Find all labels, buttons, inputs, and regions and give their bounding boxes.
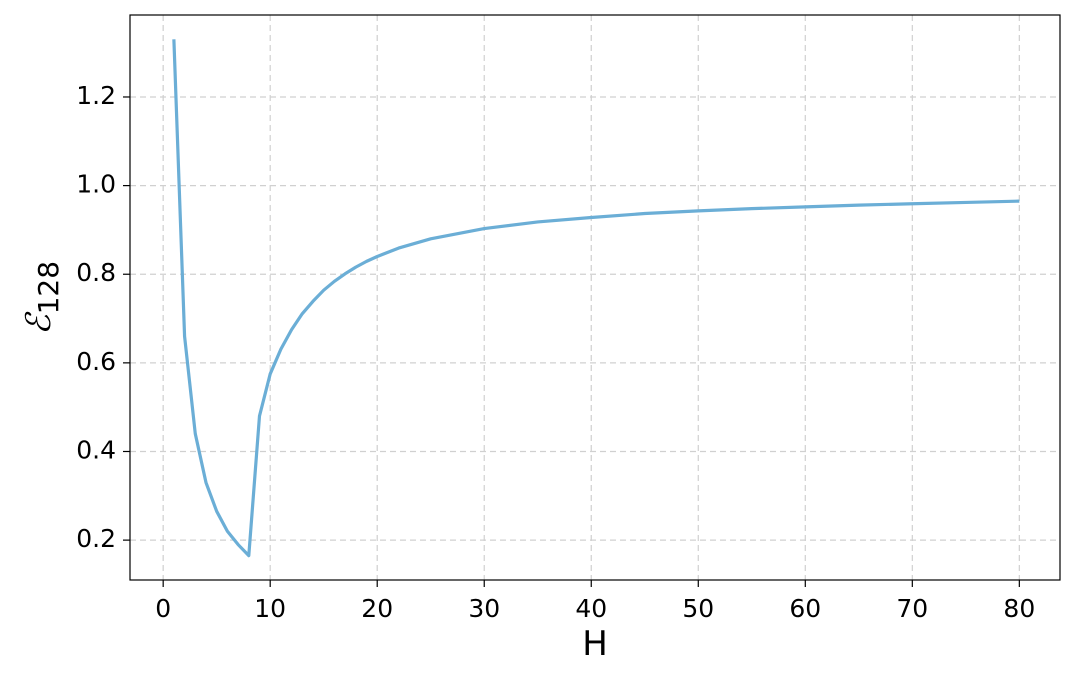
x-tick-label: 30 [468, 594, 500, 623]
y-tick-label: 1.2 [76, 81, 116, 110]
y-tick-label: 1.0 [76, 170, 116, 199]
y-tick-label: 0.4 [76, 435, 116, 464]
y-axis-label: ℰ128 [19, 261, 65, 335]
data-line [172, 39, 1020, 558]
y-label-subscript: 128 [32, 261, 65, 314]
x-tick-label: 20 [361, 594, 393, 623]
x-tick-label: 10 [254, 594, 286, 623]
y-tick-label: 0.6 [76, 347, 116, 376]
x-tick-label: 80 [1003, 594, 1035, 623]
x-tick-label: 0 [155, 594, 171, 623]
x-tick-label: 70 [896, 594, 928, 623]
x-axis-label: H [582, 624, 608, 664]
y-tick-label: 0.8 [76, 258, 116, 287]
y-label-symbol: ℰ [19, 311, 59, 335]
y-tick-label: 0.2 [76, 524, 116, 553]
x-tick-label: 50 [682, 594, 714, 623]
x-tick-label: 60 [789, 594, 821, 623]
plot-frame [129, 14, 1061, 581]
x-tick-label: 40 [575, 594, 607, 623]
